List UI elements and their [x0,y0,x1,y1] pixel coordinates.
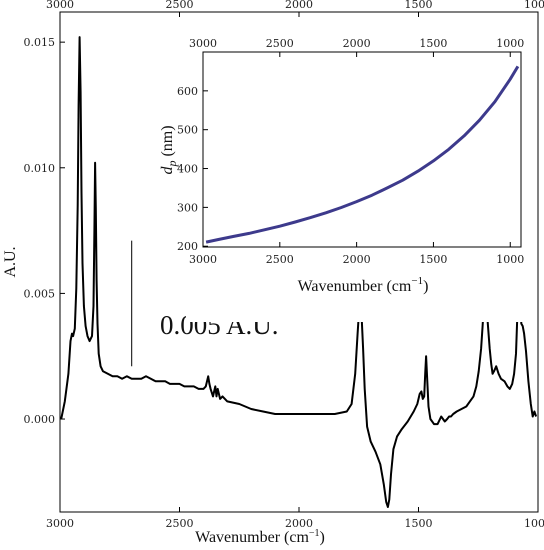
main-tick-labels: 3000 3000 2500 2500 2000 2000 1500 1500 1000 1000… [24,0,544,530]
x-tick-label-top: 1500 [405,0,433,11]
x-tick-label-bottom: 1500 [419,253,447,266]
inset-ticks [202,52,511,247]
x-tick-label-top: 1000 [524,0,544,11]
y-tick-label: 0.015 [24,36,56,49]
x-tick-label-top: 2500 [266,37,294,50]
x-tick-label-bottom: 2500 [166,517,194,530]
inset-x-axis-label: Wavenumber (cm−1) [298,275,429,295]
y-tick-label: 200 [177,240,198,253]
x-tick-label-top: 2000 [343,37,371,50]
inset-plot-frame [202,51,522,248]
x-tick-label-bottom: 1000 [524,517,544,530]
penetration-depth-line [205,65,520,244]
inset-tick-labels: 3000 3000 2500 2500 2000 2000 1500 1500 1000 1000… [177,37,524,266]
y-tick-label: 400 [177,163,198,176]
inset-background [186,22,532,322]
x-tick-label-top: 2500 [166,0,194,11]
x-tick-label-bottom: 2000 [285,517,313,530]
x-tick-label-bottom: 2500 [266,253,294,266]
x-tick-label-top: 3000 [46,0,74,11]
main-ticks [59,12,539,512]
x-tick-label-top: 2000 [285,0,313,11]
x-tick-label-top: 3000 [189,37,217,50]
y-tick-label: 0.005 [24,287,56,300]
inset-chart: 3000 3000 2500 2500 2000 2000 1500 1500 1000 1000… [159,22,532,322]
x-tick-label-top: 1500 [419,37,447,50]
x-tick-label-top: 1000 [496,37,524,50]
y-tick-label: 600 [177,85,198,98]
y-tick-label: 0.010 [24,162,56,175]
x-tick-label-bottom: 1500 [405,517,433,530]
x-tick-label-bottom: 3000 [189,253,217,266]
inset-y-axis-label: dp (nm) [159,125,179,174]
main-y-axis-label: A.U. [2,246,19,277]
main-x-axis-label: Wavenumber (cm−1) [195,528,325,546]
x-tick-label-bottom: 1000 [496,253,524,266]
x-tick-label-bottom: 2000 [343,253,371,266]
x-tick-label-bottom: 3000 [46,517,74,530]
y-tick-label: 0.000 [24,413,56,426]
y-tick-label: 300 [177,201,198,214]
y-tick-label: 500 [177,124,198,137]
